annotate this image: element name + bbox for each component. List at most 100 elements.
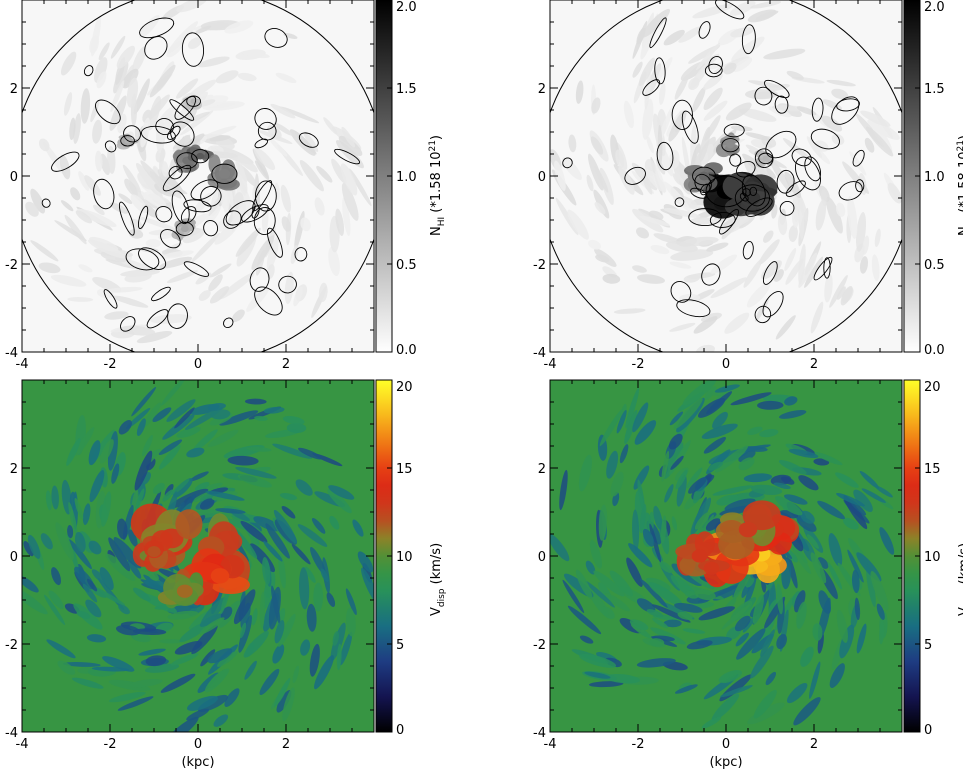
texture-mark (663, 29, 685, 46)
texture-mark (665, 241, 698, 253)
colorbar-tick-label: 2.0 (924, 0, 945, 15)
texture-mark (618, 165, 635, 195)
texture-mark (174, 641, 203, 655)
texture-mark (197, 56, 230, 68)
texture-mark (92, 119, 103, 144)
texture-mark (345, 588, 357, 616)
texture-mark (835, 472, 859, 488)
texture-mark (629, 619, 649, 631)
texture-mark (27, 534, 41, 559)
contour-loop (254, 108, 277, 130)
texture (25, 0, 372, 344)
texture-mark (817, 557, 829, 569)
texture-mark (559, 469, 568, 511)
texture-mark (96, 71, 107, 89)
texture-mark (831, 133, 845, 146)
core-peak (691, 549, 708, 563)
texture-mark (703, 87, 723, 110)
texture-mark (274, 677, 291, 707)
texture-mark (38, 138, 50, 152)
x-tick-label: -2 (632, 737, 645, 752)
texture-mark (89, 236, 119, 252)
texture-mark (708, 62, 725, 70)
texture-mark (194, 25, 212, 35)
texture-mark (91, 585, 126, 606)
texture-mark (879, 620, 885, 645)
texture-mark (578, 454, 592, 492)
texture-mark (298, 447, 323, 460)
y-tick-label: -4 (533, 726, 546, 741)
core-peak (147, 546, 161, 558)
texture-mark (714, 384, 740, 393)
colorbar-tick-label: 5 (396, 638, 404, 653)
texture-mark (550, 533, 570, 562)
texture-mark (173, 478, 193, 498)
contour-loop (183, 261, 210, 277)
texture-mark (731, 36, 765, 62)
texture-mark (182, 228, 205, 244)
texture-mark (676, 474, 687, 507)
texture-mark (98, 42, 110, 61)
x-tick-label: -4 (544, 357, 557, 372)
texture-mark (44, 594, 66, 626)
texture-mark (636, 227, 650, 239)
texture-mark (63, 92, 73, 116)
texture-mark (748, 80, 781, 88)
y-tick-label: 2 (10, 462, 18, 477)
contour-loop (175, 221, 194, 236)
texture-mark (261, 206, 269, 233)
texture-mark (328, 485, 355, 500)
texture-mark (806, 534, 819, 549)
texture-mark (766, 83, 790, 92)
texture-mark (677, 611, 693, 620)
texture-mark (51, 485, 59, 510)
texture-mark (763, 48, 806, 60)
texture-mark (118, 419, 132, 435)
contour-loop (298, 132, 319, 148)
contour-loop (774, 95, 789, 114)
texture-mark (590, 136, 604, 155)
texture-mark (682, 628, 706, 634)
texture-mark (304, 566, 316, 583)
y-tick-label: -2 (5, 638, 18, 653)
core-peak (726, 141, 735, 149)
texture-mark (613, 308, 646, 314)
texture-mark (102, 656, 135, 672)
texture-mark (874, 228, 881, 248)
texture-mark (187, 79, 217, 99)
texture-mark (270, 103, 296, 119)
texture-mark (729, 0, 756, 16)
texture-mark (584, 671, 611, 679)
contour-loop (670, 281, 692, 303)
contour-loop (41, 198, 51, 208)
texture-mark (300, 639, 311, 656)
texture-mark (54, 220, 87, 242)
texture-mark (271, 585, 281, 624)
texture-mark (316, 165, 333, 183)
texture-mark (715, 445, 749, 473)
core-peak (210, 568, 230, 584)
texture-mark (806, 136, 822, 158)
texture-mark (829, 274, 848, 308)
texture-mark (67, 525, 74, 539)
texture-mark (349, 168, 372, 207)
y-tick-label: 2 (538, 462, 546, 477)
contour-loop (831, 96, 860, 125)
colorbar-label: Vdisp (km/s) (429, 543, 447, 616)
texture-mark (870, 571, 889, 611)
texture-mark (227, 455, 259, 466)
texture-mark (140, 471, 151, 486)
y-tick-label: 0 (10, 170, 18, 185)
texture-mark (139, 15, 160, 39)
texture-mark (658, 82, 666, 105)
texture-mark (327, 488, 352, 514)
texture-mark (108, 691, 146, 703)
texture-mark (127, 560, 142, 579)
contour-loop (241, 204, 269, 223)
texture-mark (310, 546, 326, 575)
y-tick-label: 0 (538, 550, 546, 565)
texture-mark (743, 473, 773, 483)
texture-mark (836, 286, 846, 300)
contour-loop (692, 166, 716, 186)
texture-mark (826, 196, 843, 234)
